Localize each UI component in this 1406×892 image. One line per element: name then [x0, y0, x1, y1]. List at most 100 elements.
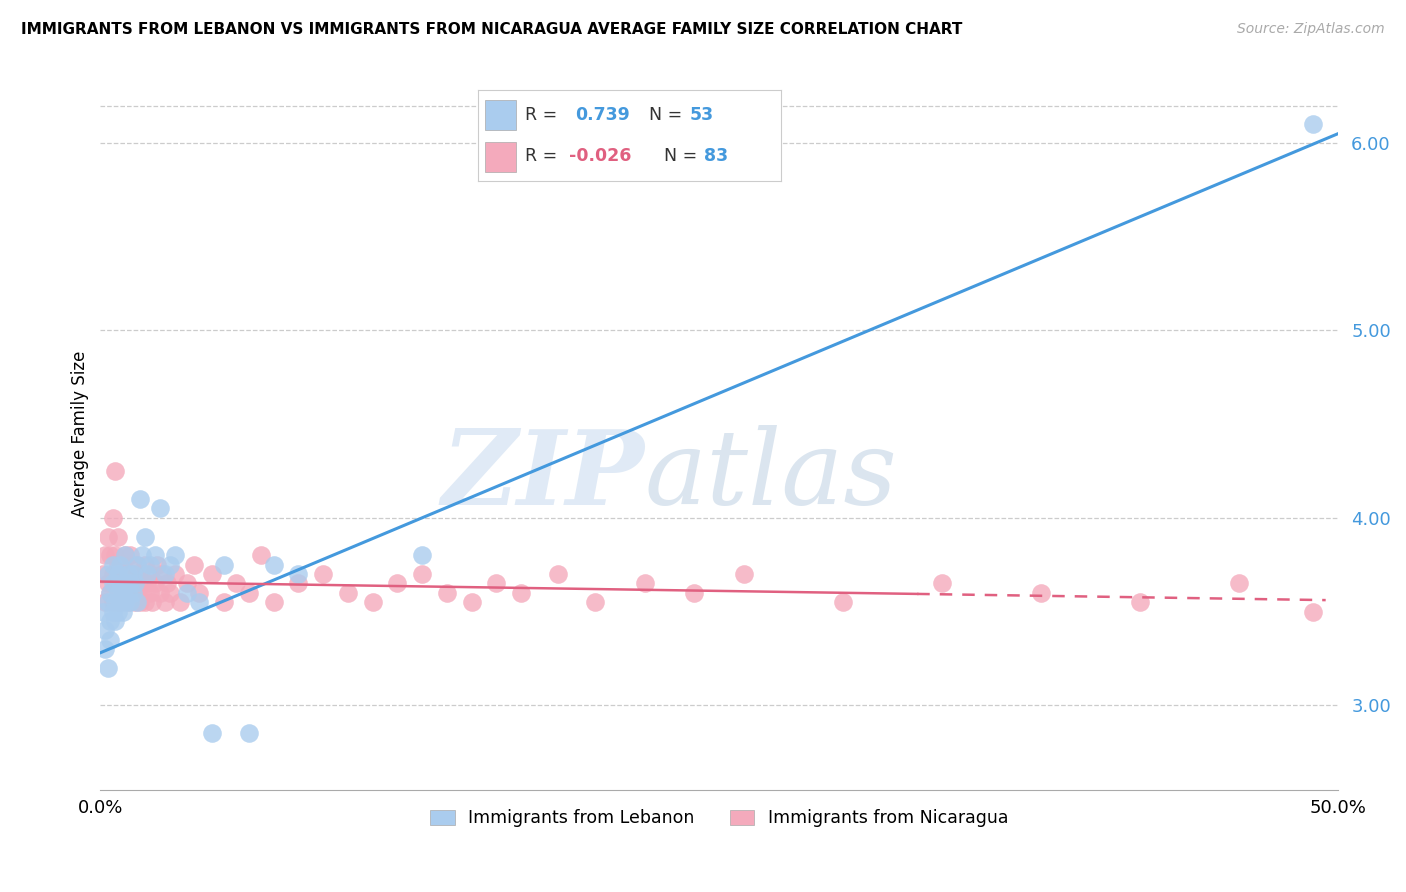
Point — [1302, 605, 1324, 619]
Point — [101, 576, 124, 591]
Point — [108, 595, 131, 609]
Point — [238, 726, 260, 740]
Point — [931, 576, 953, 591]
Point — [150, 567, 173, 582]
Point — [131, 549, 153, 563]
Point — [111, 558, 134, 572]
Y-axis label: Average Family Size: Average Family Size — [72, 351, 89, 516]
Point — [136, 576, 159, 591]
Point — [101, 558, 124, 572]
Point — [387, 576, 409, 591]
Point — [683, 586, 706, 600]
Point — [98, 632, 121, 647]
Text: atlas: atlas — [645, 425, 897, 527]
Point — [250, 549, 273, 563]
Point — [120, 549, 142, 563]
Point — [120, 595, 142, 609]
Point — [101, 511, 124, 525]
Point — [121, 586, 143, 600]
Point — [121, 567, 143, 582]
Point — [97, 661, 120, 675]
Point — [169, 595, 191, 609]
Point — [98, 614, 121, 628]
Point — [411, 567, 433, 582]
Point — [129, 492, 152, 507]
Point — [1129, 595, 1152, 609]
Point — [98, 549, 121, 563]
Point — [117, 567, 139, 582]
Point — [143, 576, 166, 591]
Point — [436, 586, 458, 600]
Point — [114, 549, 136, 563]
Point — [120, 576, 142, 591]
Point — [98, 586, 121, 600]
Point — [114, 576, 136, 591]
Point — [188, 586, 211, 600]
Point — [212, 595, 235, 609]
Point — [176, 576, 198, 591]
Point — [114, 586, 136, 600]
Point — [832, 595, 855, 609]
Point — [111, 576, 134, 591]
Point — [136, 567, 159, 582]
Point — [94, 642, 117, 657]
Point — [94, 549, 117, 563]
Point — [127, 558, 149, 572]
Point — [485, 576, 508, 591]
Point — [336, 586, 359, 600]
Point — [139, 567, 162, 582]
Point — [1029, 586, 1052, 600]
Point — [263, 558, 285, 572]
Point — [583, 595, 606, 609]
Point — [107, 558, 129, 572]
Point — [312, 567, 335, 582]
Point — [101, 567, 124, 582]
Point — [104, 549, 127, 563]
Point — [107, 595, 129, 609]
Point — [225, 576, 247, 591]
Point — [134, 558, 156, 572]
Point — [201, 726, 224, 740]
Point — [127, 595, 149, 609]
Point — [183, 558, 205, 572]
Point — [104, 595, 127, 609]
Point — [163, 549, 186, 563]
Point — [212, 558, 235, 572]
Point — [134, 595, 156, 609]
Point — [146, 558, 169, 572]
Point — [108, 558, 131, 572]
Text: Source: ZipAtlas.com: Source: ZipAtlas.com — [1237, 22, 1385, 37]
Point — [547, 567, 569, 582]
Point — [91, 567, 114, 582]
Point — [104, 464, 127, 478]
Point — [98, 586, 121, 600]
Point — [121, 586, 143, 600]
Point — [108, 567, 131, 582]
Point — [94, 595, 117, 609]
Text: ZIP: ZIP — [441, 425, 645, 527]
Point — [287, 567, 309, 582]
Point — [114, 567, 136, 582]
Point — [263, 595, 285, 609]
Point — [460, 595, 482, 609]
Point — [176, 586, 198, 600]
Point — [733, 567, 755, 582]
Point — [141, 595, 163, 609]
Point — [107, 586, 129, 600]
Point — [129, 567, 152, 582]
Point — [124, 576, 146, 591]
Point — [149, 586, 172, 600]
Point — [127, 586, 149, 600]
Point — [634, 576, 657, 591]
Point — [94, 624, 117, 638]
Point — [117, 586, 139, 600]
Point — [1227, 576, 1250, 591]
Point — [163, 567, 186, 582]
Point — [108, 576, 131, 591]
Point — [107, 530, 129, 544]
Point — [114, 595, 136, 609]
Point — [149, 501, 172, 516]
Point — [153, 567, 176, 582]
Point — [139, 558, 162, 572]
Point — [131, 576, 153, 591]
